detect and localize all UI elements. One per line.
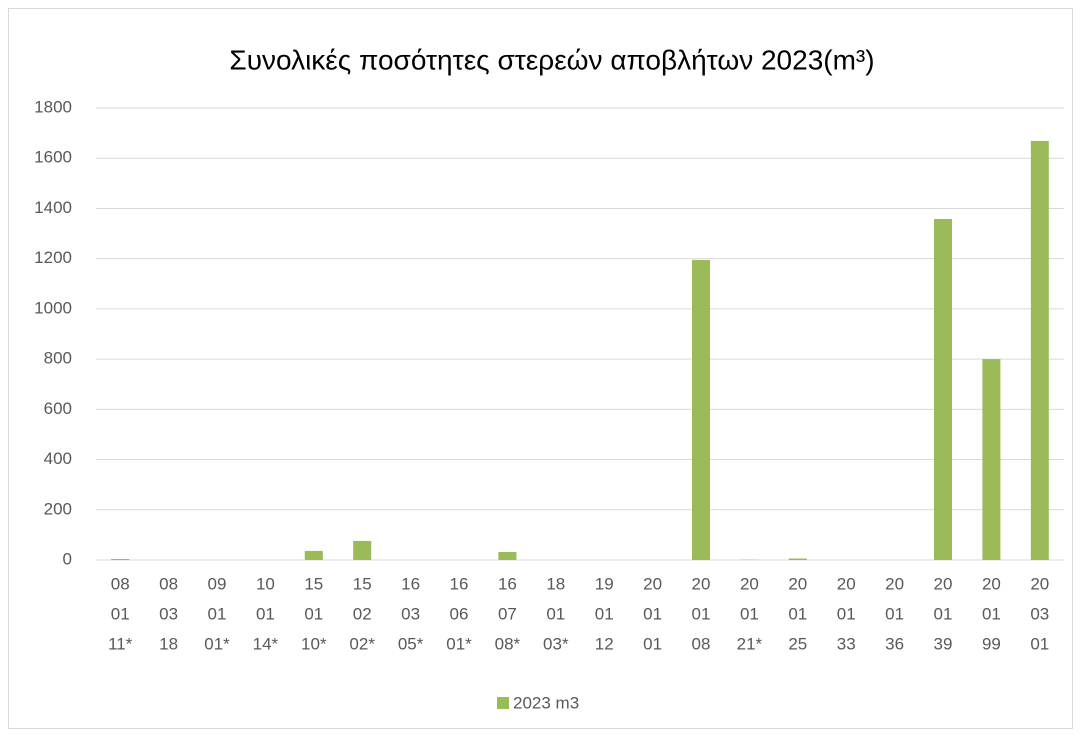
x-tick-label: 01: [643, 604, 662, 623]
chart-frame: [8, 8, 1073, 729]
bar: [692, 259, 710, 560]
x-tick-label: 16: [401, 574, 420, 593]
x-tick-label: 10*: [301, 634, 327, 653]
bar: [304, 550, 323, 560]
x-tick-label: 20: [934, 574, 953, 593]
x-tick-label: 19: [595, 574, 614, 593]
x-tick-label: 01: [837, 604, 856, 623]
bar: [353, 540, 372, 560]
y-tick-label: 200: [44, 499, 72, 518]
y-tick-label: 1800: [34, 97, 72, 116]
x-tick-label: 02: [353, 604, 372, 623]
x-tick-label: 01: [111, 604, 130, 623]
x-tick-label: 01: [256, 604, 275, 623]
y-tick-label: 0: [63, 549, 72, 568]
x-tick-label: 01: [740, 604, 759, 623]
x-tick-label: 05*: [398, 634, 424, 653]
x-tick-label: 01*: [204, 634, 230, 653]
x-tick-label: 20: [643, 574, 662, 593]
bar: [982, 359, 1001, 560]
x-tick-label: 01: [208, 604, 227, 623]
x-tick-label: 03: [1030, 604, 1049, 623]
x-tick-label: 20: [740, 574, 759, 593]
x-tick-label: 25: [788, 634, 807, 653]
x-tick-label: 08: [159, 574, 178, 593]
x-tick-label: 01: [595, 604, 614, 623]
x-tick-label: 18: [546, 574, 565, 593]
x-tick-label: 20: [1030, 574, 1049, 593]
x-tick-label: 01: [885, 604, 904, 623]
x-tick-label: 20: [982, 574, 1001, 593]
bar: [111, 558, 130, 560]
x-tick-label: 01: [692, 604, 711, 623]
x-tick-label: 08: [692, 634, 711, 653]
y-tick-label: 1600: [34, 148, 72, 167]
x-tick-label: 39: [934, 634, 953, 653]
x-tick-label: 03*: [543, 634, 569, 653]
x-tick-label: 18: [159, 634, 178, 653]
x-tick-label: 09: [208, 574, 227, 593]
bar: [788, 558, 807, 560]
x-tick-label: 01: [643, 634, 662, 653]
x-tick-label: 16: [498, 574, 517, 593]
x-tick-label: 06: [450, 604, 469, 623]
bar: [934, 218, 952, 561]
y-tick-label: 1200: [34, 248, 72, 267]
bar: [498, 551, 517, 560]
y-tick-label: 600: [44, 399, 72, 418]
x-tick-label: 03: [159, 604, 178, 623]
x-tick-label: 01: [982, 604, 1001, 623]
bar: [1030, 140, 1049, 560]
x-tick-label: 15: [304, 574, 323, 593]
x-tick-label: 01: [546, 604, 565, 623]
x-tick-label: 16: [450, 574, 469, 593]
x-tick-label: 01*: [446, 634, 472, 653]
x-tick-label: 08*: [495, 634, 521, 653]
y-tick-label: 400: [44, 449, 72, 468]
x-tick-label: 36: [885, 634, 904, 653]
x-tick-label: 99: [982, 634, 1001, 653]
x-tick-label: 10: [256, 574, 275, 593]
legend-label: 2023 m3: [513, 693, 579, 712]
x-tick-label: 20: [885, 574, 904, 593]
x-tick-label: 01: [304, 604, 323, 623]
x-tick-label: 20: [788, 574, 807, 593]
x-tick-label: 02*: [349, 634, 375, 653]
x-tick-label: 20: [837, 574, 856, 593]
x-tick-label: 21*: [737, 634, 763, 653]
y-tick-label: 1400: [34, 198, 72, 217]
x-tick-label: 07: [498, 604, 517, 623]
x-tick-label: 12: [595, 634, 614, 653]
x-tick-label: 03: [401, 604, 420, 623]
y-tick-label: 800: [44, 349, 72, 368]
x-tick-label: 11*: [108, 634, 133, 653]
x-tick-label: 01: [788, 604, 807, 623]
x-tick-label: 33: [837, 634, 856, 653]
x-tick-label: 20: [692, 574, 711, 593]
legend-swatch: [497, 697, 509, 709]
chart-title: Συνολικές ποσότητες στερεών αποβλήτων 20…: [229, 44, 874, 75]
x-tick-label: 15: [353, 574, 372, 593]
x-tick-label: 14*: [253, 634, 279, 653]
x-tick-label: 01: [934, 604, 953, 623]
y-tick-label: 1000: [34, 298, 72, 317]
x-tick-label: 01: [1030, 634, 1049, 653]
x-tick-label: 08: [111, 574, 130, 593]
